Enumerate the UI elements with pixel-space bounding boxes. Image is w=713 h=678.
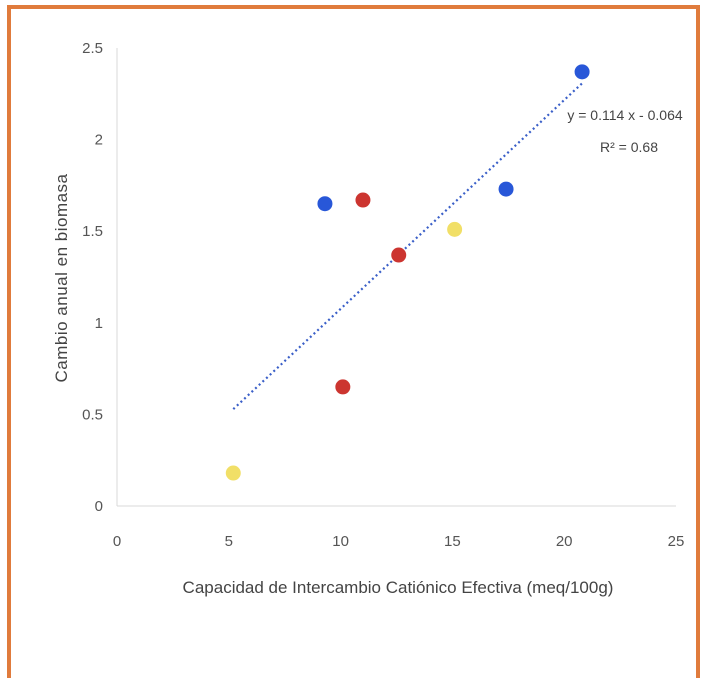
trendline bbox=[232, 82, 583, 410]
x-tick-label: 0 bbox=[113, 533, 121, 550]
axes bbox=[116, 48, 676, 507]
data-point bbox=[574, 64, 590, 80]
x-tick-label: 25 bbox=[668, 533, 685, 550]
x-tick-label: 10 bbox=[332, 533, 349, 550]
trendline-equation: y = 0.114 x - 0.064 bbox=[567, 107, 683, 123]
y-tick-label: 0 bbox=[95, 498, 103, 515]
data-points bbox=[225, 64, 590, 481]
x-tick-labels: 0 5 10 15 20 25 bbox=[113, 533, 685, 550]
y-tick-label: 2.5 bbox=[82, 40, 103, 57]
orange-frame bbox=[7, 5, 700, 678]
data-point bbox=[317, 196, 333, 212]
y-tick-label: 2 bbox=[95, 132, 103, 149]
y-tick-label: 1 bbox=[95, 315, 103, 332]
y-tick-labels: 0 0.5 1 1.5 2 2.5 bbox=[82, 40, 103, 515]
x-tick-label: 20 bbox=[556, 533, 573, 550]
data-point bbox=[447, 221, 463, 237]
x-tick-label: 15 bbox=[444, 533, 461, 550]
x-axis-title: Capacidad de Intercambio Catiónico Efect… bbox=[183, 578, 614, 597]
trendline-group bbox=[232, 82, 583, 410]
y-axis-title: Cambio anual en biomasa bbox=[52, 173, 71, 382]
data-point bbox=[335, 379, 351, 395]
data-point bbox=[355, 192, 371, 208]
trendline-r-squared: R² = 0.68 bbox=[600, 139, 658, 155]
data-point bbox=[391, 247, 407, 263]
y-tick-label: 1.5 bbox=[82, 223, 103, 240]
data-point bbox=[498, 181, 514, 197]
y-tick-label: 0.5 bbox=[82, 406, 103, 423]
data-point bbox=[225, 465, 241, 481]
x-tick-label: 5 bbox=[225, 533, 233, 550]
